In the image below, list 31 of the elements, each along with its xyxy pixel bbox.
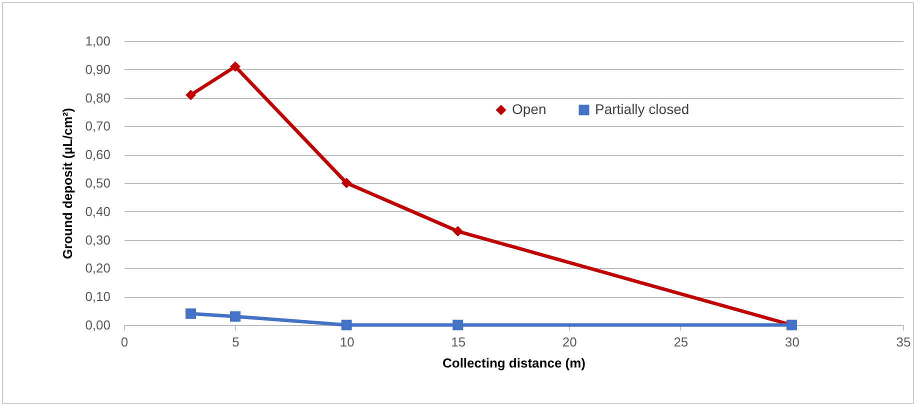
point: [230, 61, 241, 72]
y-tick-label: 0,50: [85, 176, 110, 190]
point: [452, 320, 464, 330]
y-tick-label: 0,20: [85, 260, 110, 276]
point: [186, 90, 196, 100]
point: [230, 311, 241, 322]
x-tick-label: 20: [562, 334, 577, 350]
x-axis-title: Collecting distance (m): [442, 356, 586, 370]
y-tick-label: 1,00: [85, 34, 110, 48]
point: [341, 320, 352, 330]
point: [452, 226, 464, 237]
x-tick-label: 5: [232, 334, 240, 350]
y-tick-label: 0,80: [85, 90, 110, 106]
x-tick-label: 25: [674, 334, 688, 350]
x-tick-label: 30: [784, 334, 800, 350]
legend-label: Partially closed: [595, 101, 690, 117]
x-tick-label: 15: [451, 334, 466, 350]
point: [186, 308, 196, 319]
y-tick-label: 0,30: [85, 232, 110, 248]
y-tick-label: 0,00: [85, 318, 110, 332]
point: [341, 178, 352, 188]
y-tick-label: 0,40: [85, 204, 110, 219]
y-tick-label: 0,10: [85, 289, 110, 304]
x-tick-label: 0: [120, 334, 128, 350]
x-tick-label: 35: [896, 334, 911, 350]
y-tick-label: 0,60: [85, 147, 110, 162]
y-tick-label: 0,70: [85, 118, 110, 134]
x-tick-label: 10: [340, 334, 354, 350]
y-axis-title: Ground deposit (µL/cm²): [60, 108, 76, 260]
y-tick-label: 0,90: [85, 62, 110, 77]
legend-label: Open: [512, 101, 546, 117]
